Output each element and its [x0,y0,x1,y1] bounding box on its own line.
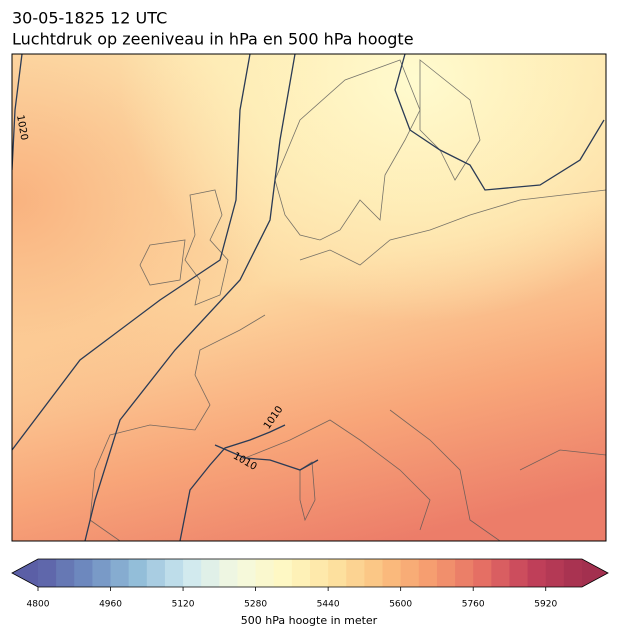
colorbar-bin [527,559,547,587]
colorbar-bin [346,559,365,587]
colorbar-bin [92,559,112,587]
colorbar-bin [146,559,166,587]
colorbar-bin [56,559,75,587]
colorbar-tick-label: 5120 [172,600,195,610]
isobar-label: 1020 [14,114,29,141]
colorbar-bin [164,559,184,587]
subtitle: Luchtdruk op zeeniveau in hPa en 500 hPa… [12,30,414,49]
colorbar-tick-label: 5600 [389,600,412,610]
colorbar-bin [291,559,311,587]
colorbar-extend [12,559,38,587]
colorbar-tick-label: 5440 [317,600,340,610]
colorbar-bin [436,559,456,587]
colorbar-bin [110,559,130,587]
colorbar-bin [382,559,402,587]
colorbar-bin [364,559,384,587]
map-frame [11,53,607,542]
colorbar-bin [74,559,93,587]
colorbar-bin [201,559,220,587]
colorbar-bin [237,559,257,587]
map: 1020 1010 1010 [12,54,606,541]
colorbar-bin [128,559,148,587]
colorbar-bin [418,559,438,587]
colorbar-bin [273,559,293,587]
colorbar-bin [328,559,347,587]
colorbar-bin [491,559,510,587]
colorbar-label: 500 hPa hoogte in meter [241,614,378,627]
colorbar-bin [310,559,329,587]
height-field [12,54,606,541]
colorbar: 4800 4960 5120 5280 5440 5600 5760 5920 [11,558,609,610]
colorbar-bin [38,559,57,587]
colorbar-tick-label: 4960 [99,600,122,610]
colorbar-bin [455,559,474,587]
colorbar-extend [582,559,608,587]
colorbar-tick-label: 4800 [27,600,50,610]
colorbar-tick-label: 5920 [534,600,557,610]
title: 30-05-1825 12 UTC [12,9,167,28]
colorbar-bin [400,559,420,587]
colorbar-bin [183,559,202,587]
coastlines [89,59,606,541]
colorbar-bin [509,559,529,587]
colorbar-outline [11,558,609,588]
colorbar-tick-label: 5280 [244,600,267,610]
colorbar-bin [563,559,583,587]
colorbar-bin [545,559,565,587]
colorbar-tick-label: 5760 [462,600,485,610]
colorbar-bin [473,559,492,587]
colorbar-bin [219,559,238,587]
colorbar-bin [255,559,275,587]
isobars [12,54,605,541]
